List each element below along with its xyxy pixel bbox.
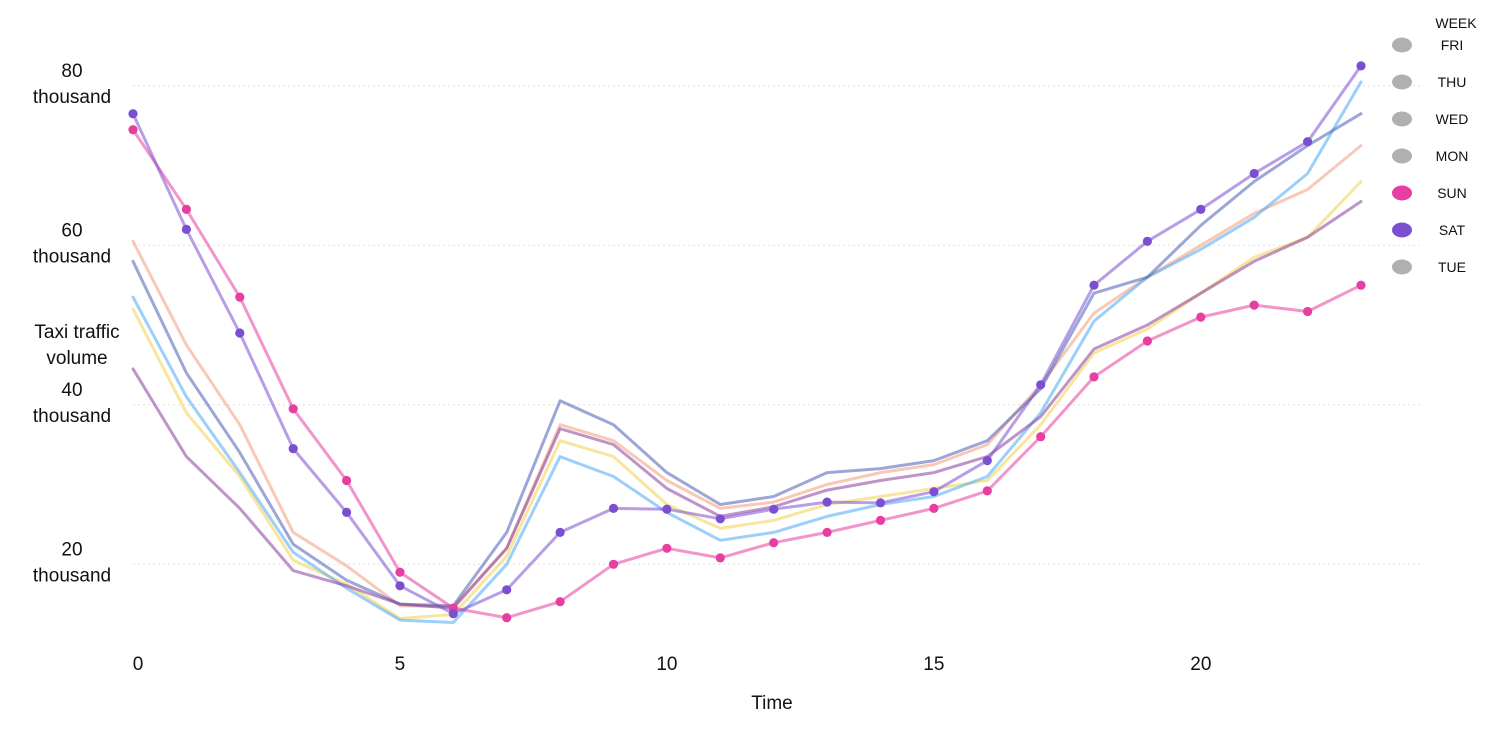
legend: WEEK FRI THU WED MON SUN SAT TUE <box>1392 15 1477 275</box>
y-tick-label: 20 thousand <box>33 539 111 586</box>
data-point-sat-10 <box>662 504 672 514</box>
data-point-sun-4 <box>342 475 352 486</box>
data-point-sat-14 <box>875 498 886 508</box>
series-layer <box>128 61 1366 624</box>
data-point-sun-18 <box>1089 372 1099 382</box>
data-point-sat-19 <box>1142 236 1152 246</box>
x-tick-label: 5 <box>395 654 406 675</box>
data-point-sat-6 <box>448 609 458 619</box>
data-point-sun-7 <box>502 613 512 623</box>
x-tick-label: 10 <box>656 654 677 675</box>
data-point-sat-16 <box>982 456 992 466</box>
data-point-sun-15 <box>929 503 939 513</box>
legend-label-thu[interactable]: THU <box>1438 74 1467 90</box>
data-point-sat-13 <box>822 497 832 507</box>
data-point-sat-8 <box>555 527 565 538</box>
series-line-mon <box>131 112 1363 608</box>
data-point-sun-2 <box>235 292 245 302</box>
data-point-sat-20 <box>1196 204 1206 214</box>
data-point-sat-11 <box>715 514 725 524</box>
y-tick-value: 60 <box>61 220 82 241</box>
y-tick-label: 40 thousand <box>33 380 111 427</box>
y-axis-title-line: Taxi traffic <box>34 322 119 343</box>
data-point-sun-9 <box>608 559 619 569</box>
x-tick-label: 20 <box>1190 654 1211 675</box>
data-point-sat-1 <box>181 224 191 234</box>
y-axis-title-line: volume <box>46 348 107 369</box>
data-point-sun-23 <box>1356 280 1366 290</box>
data-point-sun-17 <box>1036 432 1046 442</box>
legend-swatch-sun[interactable] <box>1392 185 1412 201</box>
y-tick-label: 80 thousand <box>33 61 111 108</box>
data-point-sat-4 <box>342 507 352 517</box>
series-line-tue <box>131 200 1363 610</box>
x-tick-label: 0 <box>133 654 144 675</box>
data-point-sun-8 <box>555 597 565 607</box>
data-point-sun-16 <box>982 486 992 496</box>
legend-label-fri[interactable]: FRI <box>1441 37 1464 53</box>
y-tick-unit: thousand <box>33 565 111 586</box>
x-axis-title: Time <box>751 693 793 714</box>
data-point-sat-3 <box>288 444 298 454</box>
legend-label-sat[interactable]: SAT <box>1439 222 1466 238</box>
data-point-sat-2 <box>235 328 245 338</box>
data-point-sun-3 <box>288 404 298 414</box>
axis-layer: Taxi traffic volume Time 20 thousand 40 thou… <box>33 61 1211 714</box>
y-tick-value: 40 <box>61 380 82 401</box>
data-point-sat-15 <box>929 487 939 497</box>
x-tick-label: 15 <box>923 654 944 675</box>
y-tick-label: 60 thousand <box>33 220 111 267</box>
series-line-thu <box>131 180 1363 620</box>
legend-label-tue[interactable]: TUE <box>1438 259 1466 275</box>
data-point-sat-7 <box>502 585 512 595</box>
y-tick-value: 20 <box>61 539 82 560</box>
y-tick-value: 80 <box>61 61 82 82</box>
y-tick-unit: thousand <box>33 87 111 108</box>
data-point-sat-5 <box>395 581 405 591</box>
y-axis-title: Taxi traffic volume <box>34 322 119 369</box>
data-point-sun-19 <box>1142 336 1152 346</box>
y-tick-unit: thousand <box>33 246 111 267</box>
legend-swatch-fri[interactable] <box>1392 37 1412 53</box>
data-point-sun-5 <box>395 567 405 577</box>
data-point-sun-0 <box>128 125 138 135</box>
data-point-sun-1 <box>181 204 191 214</box>
data-point-sat-0 <box>128 109 138 119</box>
series-line-sat <box>131 64 1363 616</box>
legend-swatch-sat[interactable] <box>1392 222 1412 238</box>
legend-title: WEEK <box>1435 15 1477 31</box>
legend-swatch-wed[interactable] <box>1392 111 1412 127</box>
y-tick-unit: thousand <box>33 406 111 427</box>
legend-label-mon[interactable]: MON <box>1436 148 1469 164</box>
data-point-sun-13 <box>822 527 832 538</box>
series-line-wed <box>131 80 1363 624</box>
legend-swatch-mon[interactable] <box>1392 148 1412 164</box>
data-point-sun-22 <box>1303 306 1313 317</box>
data-point-sun-11 <box>715 553 725 563</box>
data-point-sat-17 <box>1036 380 1046 390</box>
data-point-sat-18 <box>1089 280 1099 290</box>
data-point-sun-12 <box>769 538 779 548</box>
data-point-sun-20 <box>1196 312 1206 322</box>
legend-label-sun[interactable]: SUN <box>1437 185 1467 201</box>
data-point-sat-23 <box>1356 61 1366 71</box>
grid-layer <box>133 85 1421 565</box>
data-point-sat-12 <box>769 504 779 514</box>
data-point-sat-22 <box>1303 137 1313 147</box>
legend-label-wed[interactable]: WED <box>1436 111 1469 127</box>
data-point-sun-10 <box>662 543 672 553</box>
data-point-sat-21 <box>1249 168 1259 179</box>
data-point-sun-21 <box>1249 300 1259 310</box>
legend-swatch-thu[interactable] <box>1392 74 1412 90</box>
data-point-sat-9 <box>608 503 619 513</box>
series-line-sun <box>131 128 1363 620</box>
legend-swatch-tue[interactable] <box>1392 259 1412 275</box>
data-point-sun-14 <box>875 515 886 526</box>
